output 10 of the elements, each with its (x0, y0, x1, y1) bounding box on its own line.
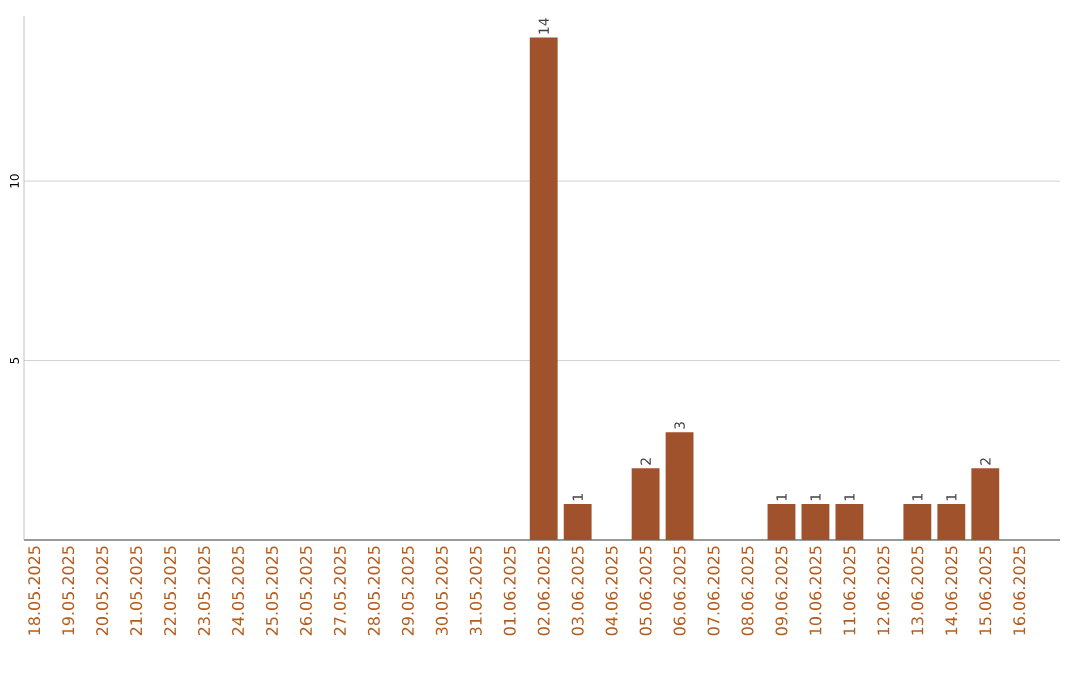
bar (835, 504, 864, 540)
bar (937, 504, 966, 540)
bar (903, 504, 932, 540)
bar (529, 37, 558, 540)
bar (631, 468, 660, 540)
bar (563, 504, 592, 540)
bar (971, 468, 1000, 540)
bar (801, 504, 830, 540)
bar (665, 432, 694, 540)
bar (767, 504, 796, 540)
